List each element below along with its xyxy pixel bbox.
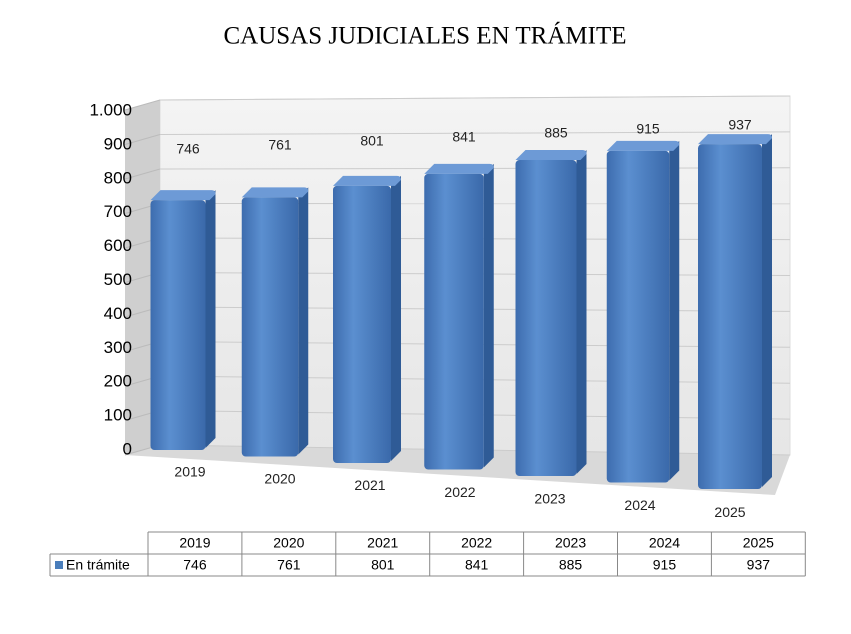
bar xyxy=(241,197,299,457)
bar-top xyxy=(606,140,680,151)
grid-line xyxy=(124,99,161,111)
grid-line xyxy=(124,168,161,180)
bar xyxy=(606,150,670,483)
grid-line xyxy=(159,95,791,101)
x-tick-label: 2025 xyxy=(714,504,745,520)
y-tick-label: 1.000 xyxy=(89,100,132,119)
bar-top xyxy=(424,163,494,174)
grid-line xyxy=(124,134,161,145)
x-tick-label: 2021 xyxy=(354,477,385,493)
x-tick-label: 2022 xyxy=(444,484,475,500)
table-header: 2019 xyxy=(179,535,210,551)
bar-top xyxy=(150,190,216,201)
table-value: 841 xyxy=(465,557,489,573)
y-tick-label: 500 xyxy=(104,270,132,289)
y-tick-label: 600 xyxy=(104,236,132,255)
table-value: 885 xyxy=(559,557,583,573)
bar-side xyxy=(576,150,587,474)
table-header: 2025 xyxy=(743,535,774,551)
bar xyxy=(424,173,484,470)
y-tick-label: 800 xyxy=(104,168,132,187)
legend-key xyxy=(55,561,63,569)
data-label: 746 xyxy=(176,141,200,157)
table-header: 2024 xyxy=(649,535,680,551)
bar-top xyxy=(515,150,587,161)
bar-side xyxy=(391,175,401,461)
y-tick-label: 200 xyxy=(104,372,132,391)
table-value: 761 xyxy=(277,557,301,573)
data-label: 885 xyxy=(544,125,568,141)
y-tick-label: 300 xyxy=(104,338,132,357)
data-label: 761 xyxy=(268,137,292,153)
x-tick-label: 2024 xyxy=(624,497,655,513)
bar-side xyxy=(205,190,216,448)
legend-label: En trámite xyxy=(66,557,130,573)
table-value: 937 xyxy=(747,557,771,573)
chart-title: CAUSAS JUDICIALES EN TRÁMITE xyxy=(223,22,626,50)
bar-top xyxy=(333,175,401,186)
x-tick-label: 2019 xyxy=(174,464,205,480)
bar-side xyxy=(298,187,309,455)
data-label: 937 xyxy=(728,117,752,133)
table-value: 746 xyxy=(183,557,207,573)
bar-side xyxy=(483,163,494,468)
y-tick-label: 900 xyxy=(104,134,132,153)
bar-top xyxy=(241,187,309,198)
y-tick-label: 700 xyxy=(104,202,132,221)
table-header: 2020 xyxy=(273,535,304,551)
bar xyxy=(698,144,762,489)
table-header: 2022 xyxy=(461,535,492,551)
grid-line xyxy=(159,131,791,135)
table-header: 2023 xyxy=(555,535,586,551)
y-tick-label: 0 xyxy=(123,439,132,458)
x-tick-label: 2020 xyxy=(264,470,295,486)
table-value: 915 xyxy=(653,557,677,573)
x-tick-label: 2023 xyxy=(534,491,565,507)
bar xyxy=(515,160,577,476)
data-label: 801 xyxy=(360,133,384,149)
y-tick-label: 100 xyxy=(104,406,132,425)
bar xyxy=(333,185,391,463)
bar-side xyxy=(762,134,772,487)
bar-top xyxy=(698,134,772,145)
table-value: 801 xyxy=(371,557,395,573)
bar xyxy=(150,200,206,450)
bar-side xyxy=(669,140,680,481)
data-label: 841 xyxy=(452,129,476,145)
data-label: 915 xyxy=(636,121,660,137)
table-header: 2021 xyxy=(367,535,398,551)
y-tick-label: 400 xyxy=(104,304,132,323)
